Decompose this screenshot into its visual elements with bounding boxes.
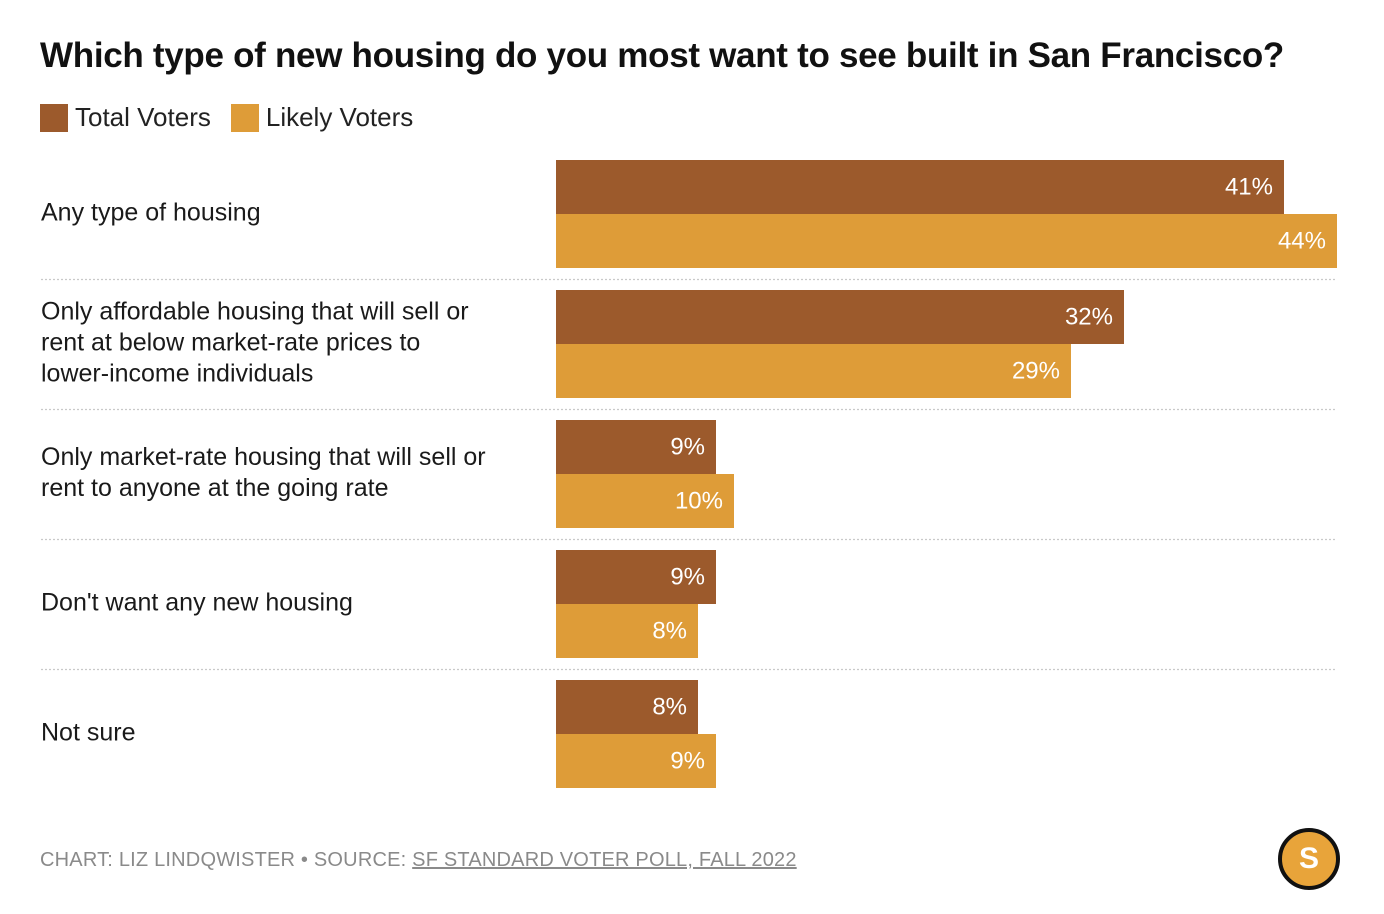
category-label: Any type of housing <box>41 199 261 227</box>
chart-footer: CHART: LIZ LINDQWISTER • SOURCE: SF STAN… <box>40 849 797 872</box>
sf-standard-logo: S <box>1278 828 1340 890</box>
data-label: 9% <box>670 563 705 590</box>
data-label: 10% <box>675 487 723 514</box>
source-link[interactable]: SF STANDARD VOTER POLL, FALL 2022 <box>412 849 797 871</box>
category-label: Not sure <box>41 719 135 747</box>
data-label: 41% <box>1225 173 1273 200</box>
legend-label-likely-voters: Likely Voters <box>265 102 414 132</box>
legend-swatch-total-voters <box>40 103 68 132</box>
legend-item-likely-voters: Likely Voters <box>230 102 414 133</box>
category-label: lower-income individuals <box>41 360 313 388</box>
data-label: 8% <box>652 693 687 720</box>
bar-total-voters <box>556 420 716 474</box>
category-label: Only market-rate housing that will sell … <box>41 443 486 471</box>
footer-credit: CHART: LIZ LINDQWISTER • SOURCE: <box>40 849 413 871</box>
bar-total-voters <box>556 290 1124 344</box>
bar-total-voters <box>556 680 698 734</box>
data-label: 8% <box>652 617 687 644</box>
legend-item-total-voters: Total Voters <box>40 102 211 133</box>
bar-total-voters <box>556 160 1284 214</box>
bar-likely-voters <box>556 214 1337 268</box>
bar-likely-voters <box>556 734 716 788</box>
category-label: Don't want any new housing <box>41 589 353 617</box>
data-label: 9% <box>670 433 705 460</box>
legend-swatch-likely-voters <box>230 103 259 132</box>
bar-likely-voters <box>556 344 1071 398</box>
data-label: 32% <box>1065 303 1113 330</box>
data-label: 29% <box>1012 357 1060 384</box>
category-label: Only affordable housing that will sell o… <box>41 298 469 326</box>
bar-likely-voters <box>556 604 698 658</box>
legend-label-total-voters: Total Voters <box>75 102 211 132</box>
category-label: rent to anyone at the going rate <box>41 474 388 502</box>
chart-title: Which type of new housing do you most wa… <box>40 36 1285 75</box>
data-label: 44% <box>1278 227 1326 254</box>
bar-likely-voters <box>556 474 734 528</box>
data-label: 9% <box>670 747 705 774</box>
chart-legend: Total Voters Likely Voters <box>40 102 433 133</box>
category-label: rent at below market-rate prices to <box>41 329 420 357</box>
bar-total-voters <box>556 550 716 604</box>
